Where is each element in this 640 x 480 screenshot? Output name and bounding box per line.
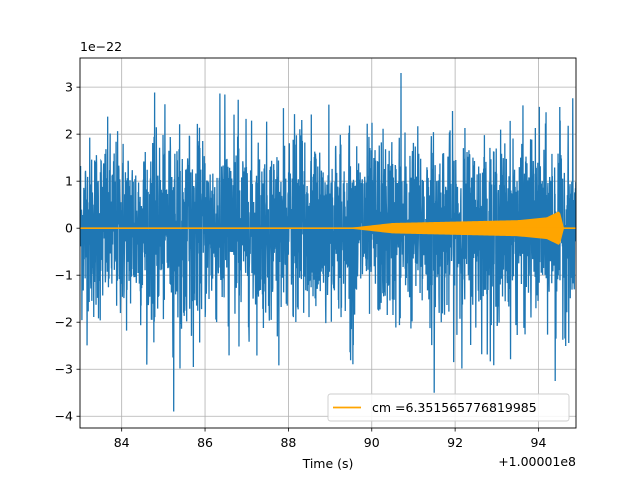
y-tick-label: 0 — [65, 221, 73, 236]
y-tick-label: −4 — [55, 409, 73, 424]
y-tick-label: 2 — [65, 127, 73, 142]
x-tick-label: 90 — [364, 435, 380, 450]
plot-area — [80, 73, 576, 412]
legend: cm =6.351565776819985 — [327, 393, 570, 422]
x-tick-label: 86 — [197, 435, 213, 450]
y-tick-label: 3 — [65, 80, 73, 95]
x-axis: 84 86 88 90 92 94 — [114, 428, 547, 450]
legend-box — [327, 393, 570, 422]
y-tick-label: 1 — [65, 174, 73, 189]
series-noise-line — [80, 73, 576, 412]
x-tick-label: 94 — [531, 435, 547, 450]
x-tick-label: 92 — [447, 435, 463, 450]
y-axis: −4 −3 −2 −1 0 1 2 3 — [55, 80, 80, 424]
x-offset-label: +1.00001e8 — [498, 454, 576, 469]
y-scale-label: 1e−22 — [80, 39, 122, 54]
y-tick-label: −1 — [55, 268, 73, 283]
y-tick-label: −2 — [55, 315, 73, 330]
x-tick-label: 84 — [114, 435, 130, 450]
axes-frame — [79, 57, 577, 429]
legend-entry: cm =6.351565776819985 — [372, 400, 537, 415]
y-tick-label: −3 — [55, 362, 73, 377]
x-axis-label: Time (s) — [302, 456, 354, 471]
x-tick-label: 88 — [280, 435, 296, 450]
